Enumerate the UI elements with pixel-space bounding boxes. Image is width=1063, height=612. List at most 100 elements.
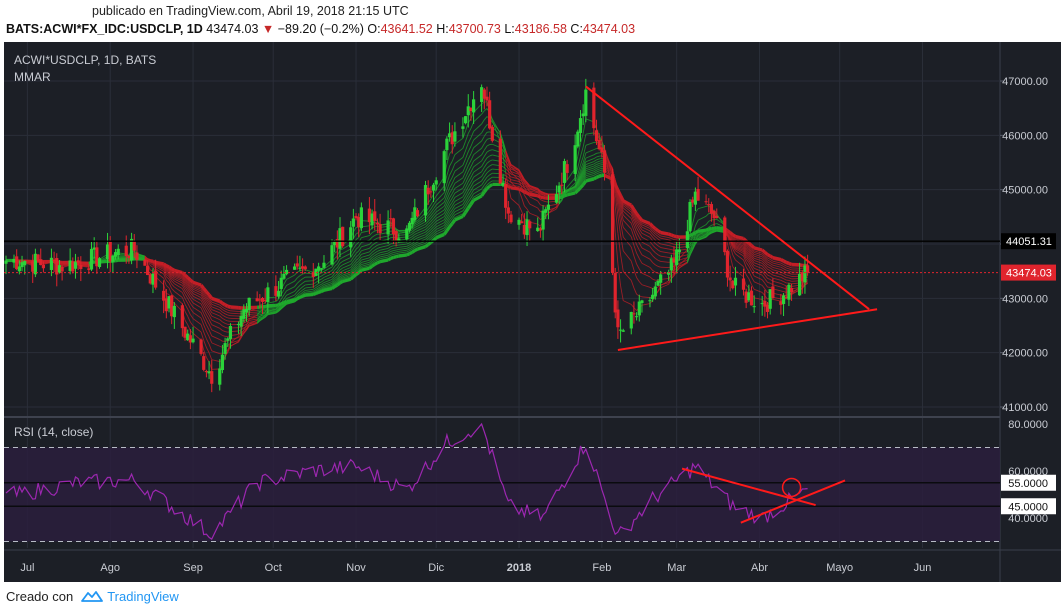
candle <box>659 274 663 283</box>
mmar-line <box>585 132 594 135</box>
candle <box>485 96 489 101</box>
mmar-line <box>200 294 205 300</box>
candle <box>594 130 599 142</box>
mmar-line <box>206 347 210 353</box>
mmar-line <box>286 280 295 286</box>
candle <box>20 262 24 268</box>
mmar-line <box>577 164 581 175</box>
mmar-line <box>398 241 407 244</box>
candle <box>429 191 433 193</box>
candle <box>263 299 267 301</box>
rsi-tick-label: 55.0000 <box>1008 478 1048 490</box>
mmar-line <box>299 294 304 299</box>
mmar-line <box>708 224 712 228</box>
mmar-line <box>396 250 399 253</box>
mmar-line <box>353 256 357 262</box>
mmar-line <box>537 200 541 206</box>
mmar-line <box>199 284 205 290</box>
mmar-line <box>398 253 408 258</box>
mmar-line <box>537 188 541 192</box>
mmar-line <box>200 297 205 303</box>
mmar-line <box>207 293 214 300</box>
mmar-line <box>361 254 370 258</box>
mmar-line <box>433 204 437 210</box>
candle <box>573 145 577 174</box>
mmar-line <box>390 245 394 248</box>
mmar-line <box>596 166 600 169</box>
mmar-line <box>449 169 453 176</box>
mmar-line <box>150 265 154 268</box>
mmar-line <box>540 195 544 200</box>
mmar-line <box>430 226 434 231</box>
candle <box>752 306 756 308</box>
mmar-line <box>203 313 207 320</box>
mmar-line <box>510 186 520 191</box>
candle <box>784 297 788 299</box>
mmar-line <box>192 290 202 296</box>
mmar-line <box>182 275 186 280</box>
mmar-line <box>462 199 466 205</box>
mmar-line <box>302 276 306 280</box>
mmar-line <box>470 196 474 202</box>
mmar-line <box>427 229 432 233</box>
mmar-line <box>764 255 768 259</box>
mmar-line <box>697 232 707 235</box>
mmar-line <box>331 266 336 271</box>
rsi-level-marker-bg <box>1001 498 1056 515</box>
mmar-line <box>454 177 464 184</box>
mmar-line <box>339 272 343 276</box>
indicator-legend: MMAR <box>14 70 51 84</box>
mmar-line <box>772 277 782 281</box>
triangle-trendline <box>617 308 878 351</box>
mmar-line <box>727 233 731 237</box>
candle <box>616 309 620 328</box>
mmar-line <box>695 208 699 213</box>
mmar-line <box>181 271 187 277</box>
mmar-line <box>187 284 191 289</box>
mmar-line <box>425 234 429 238</box>
mmar-line <box>689 241 694 245</box>
mmar-line <box>660 247 669 250</box>
mmar-line <box>657 241 661 245</box>
symbol-label[interactable]: BATS:ACWI*FX_IDC:USDCLP, 1D <box>6 22 203 36</box>
candle <box>79 265 83 270</box>
mmar-line <box>786 274 790 276</box>
candle <box>423 185 428 216</box>
mmar-line <box>171 278 175 282</box>
mmar-line <box>655 264 659 267</box>
tradingview-brand[interactable]: TradingView <box>107 588 179 604</box>
mmar-line <box>181 285 186 291</box>
mmar-line <box>772 258 781 262</box>
mmar-line <box>660 230 669 236</box>
mmar-line <box>417 236 426 241</box>
mmar-line <box>449 209 453 214</box>
mmar-line <box>537 194 542 199</box>
mmar-line <box>200 317 205 326</box>
x-tick-label: Mar <box>667 562 686 574</box>
mmar-line <box>293 297 298 302</box>
mmar-line <box>355 263 360 267</box>
mmar-line <box>483 167 488 173</box>
mmar-line <box>754 253 763 258</box>
mmar-line <box>462 203 466 208</box>
mmar-line <box>464 207 470 214</box>
candle <box>218 368 222 385</box>
mmar-line <box>417 231 426 236</box>
mmar-line <box>470 154 475 161</box>
mmar-line <box>189 303 194 308</box>
mmar-line <box>342 264 351 269</box>
mmar-line <box>729 241 734 250</box>
mmar-line <box>433 229 437 233</box>
mmar-line <box>318 289 322 294</box>
mmar-line <box>230 341 239 347</box>
mmar-line <box>230 310 239 312</box>
candle <box>367 208 371 223</box>
mmar-line <box>598 173 603 178</box>
candles <box>4 78 810 393</box>
mmar-line <box>278 305 282 308</box>
mmar-line <box>585 163 595 168</box>
mmar-line <box>275 308 279 311</box>
mmar-line <box>526 185 531 189</box>
mmar-line <box>369 263 373 267</box>
